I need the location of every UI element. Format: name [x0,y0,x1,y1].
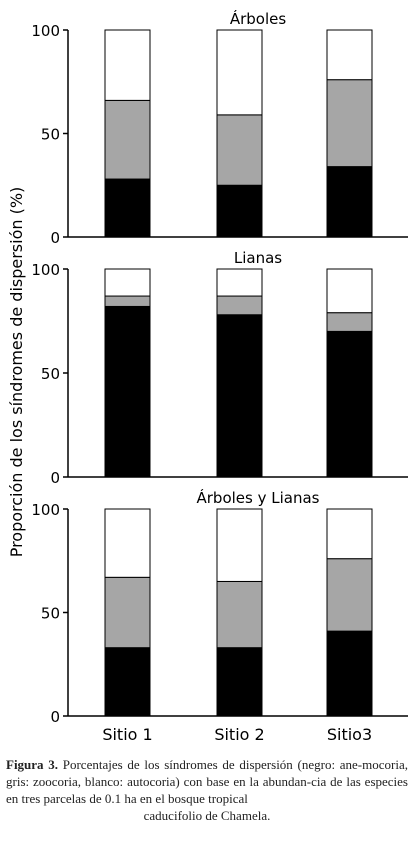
y-axis-label: Proporción de los síndromes de dispersió… [7,187,26,558]
panel-title: Árboles [230,9,287,28]
y-tick-label: 50 [41,126,60,144]
x-tick-label: Sitio 1 [102,725,152,744]
chart-panel-3: Árboles y Lianas 0 50 100 Sitio 1 Sitio 2 Siti… [31,488,408,744]
chart-panel-1: Árboles 0 50 100 [31,9,408,247]
y-tick-label: 50 [41,605,60,623]
bar-segment [326,166,373,238]
y-tick-label: 0 [50,708,60,726]
bar-segment [326,630,373,717]
bar-segment [216,184,263,238]
x-tick-label: Sitio 2 [214,725,264,744]
bar-segment [216,580,263,649]
bar-segment [104,576,151,649]
bar-segment [216,508,263,582]
y-tick-label: 0 [50,229,60,247]
bar-segment [216,314,263,478]
caption-text: Porcentajes de los síndromes de dispersi… [6,757,408,806]
panel-title: Lianas [234,249,282,267]
chart-panel-2: Lianas 0 50 100 [31,249,408,487]
bar-segment [216,29,263,116]
figure-caption: Figura 3. Porcentajes de los síndromes d… [6,756,408,824]
bar-segment [216,268,263,297]
y-tick-label: 100 [31,261,60,279]
bar-segment [104,268,151,297]
y-tick-label: 100 [31,501,60,519]
bar-segment [104,295,151,307]
bar-segment [326,330,373,478]
y-tick-label: 0 [50,469,60,487]
bar-segment [326,508,373,560]
x-tick-label: Sitio3 [327,725,372,744]
bar-segment [216,647,263,717]
stacked-bar-chart-figure: Proporción de los síndromes de dispersió… [7,9,408,744]
y-tick-label: 100 [31,22,60,40]
bar-segment [104,305,151,478]
bar-segment [216,114,263,186]
y-tick-label: 50 [41,365,60,383]
bar-segment [104,508,151,578]
bar-segment [104,178,151,238]
bar-segment [104,647,151,717]
bar-segment [326,79,373,168]
bar-segment [216,295,263,316]
bar-segment [326,312,373,332]
bar-segment [326,29,373,81]
bar-segment [326,268,373,314]
panel-title: Árboles y Lianas [197,488,320,507]
bar-segment [104,29,151,101]
caption-label: Figura 3. [6,757,59,772]
caption-last-line: caducifolio de Chamela. [143,808,271,823]
bar-segment [104,99,151,180]
bar-segment [326,558,373,632]
